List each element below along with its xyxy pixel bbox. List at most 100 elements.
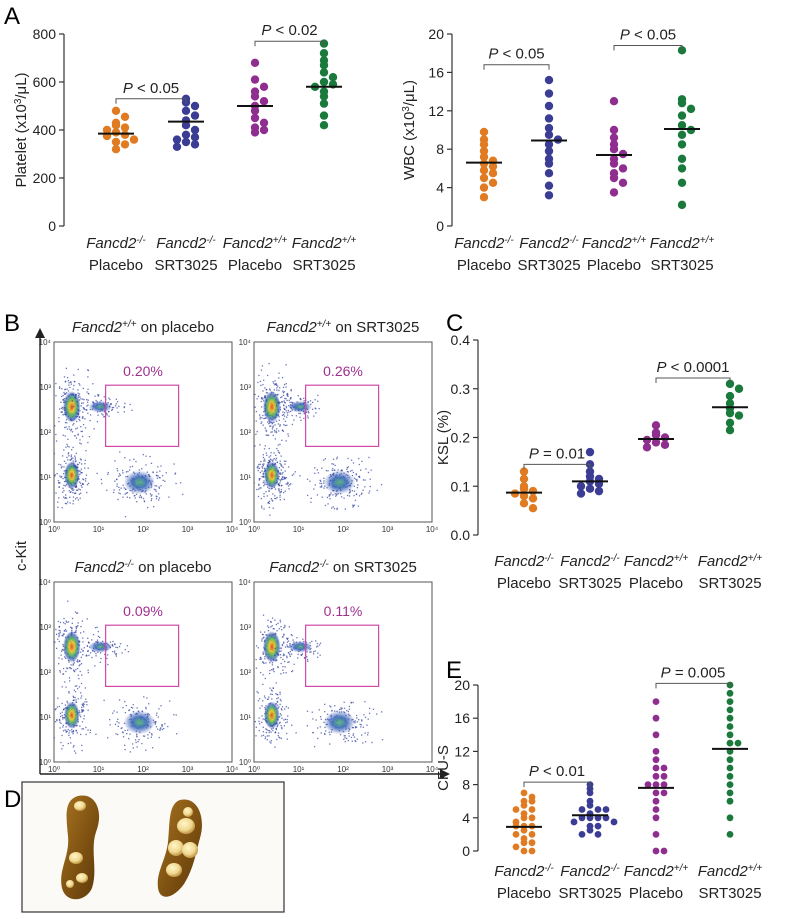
flow-gate-percent: 0.11% — [324, 603, 363, 619]
flow-event — [277, 393, 279, 396]
flow-event — [261, 465, 263, 468]
flow-event — [124, 457, 126, 459]
flow-event — [78, 383, 80, 385]
flow-event — [97, 414, 99, 416]
flow-event — [312, 653, 315, 655]
flow-event — [268, 735, 270, 737]
data-point — [190, 101, 200, 111]
flow-event — [73, 405, 75, 408]
flow-event — [84, 701, 86, 703]
flow-event — [265, 452, 267, 454]
flow-event — [116, 467, 118, 470]
flow-event — [287, 433, 289, 435]
flow-event — [63, 617, 65, 620]
p-value-letter: P — [123, 80, 133, 97]
flow-event — [269, 422, 271, 424]
flow-event — [283, 627, 285, 629]
flow-event — [62, 635, 64, 637]
flow-event — [268, 456, 270, 458]
flow-event — [107, 737, 109, 739]
flow-event — [155, 485, 158, 487]
flow-event — [97, 635, 100, 638]
flow-event — [262, 424, 264, 426]
flow-event — [271, 617, 274, 619]
flow-event — [79, 497, 81, 499]
flow-event — [355, 726, 358, 728]
flow-event — [75, 428, 77, 430]
flow-event — [348, 708, 351, 710]
flow-event — [316, 646, 318, 648]
data-point — [520, 839, 528, 847]
flow-event — [274, 495, 276, 497]
flow-event — [91, 639, 93, 641]
p-value-text: < 0.05 — [133, 80, 179, 97]
flow-event — [344, 737, 346, 739]
flow-event — [279, 691, 281, 694]
flow-event — [287, 395, 289, 397]
flow-event — [262, 475, 265, 477]
flow-event — [99, 661, 101, 663]
flow-event — [161, 725, 163, 727]
flow-density-blob — [88, 400, 113, 413]
flow-event — [132, 747, 134, 749]
flow-event — [118, 492, 120, 494]
flow-event — [280, 737, 283, 740]
flow-event — [68, 761, 70, 762]
data-point — [190, 140, 200, 149]
flow-event — [255, 420, 257, 422]
flow-event — [76, 685, 78, 687]
flow-event — [164, 723, 166, 725]
flow-event — [276, 725, 278, 728]
flow-event — [340, 496, 343, 498]
flow-event — [114, 652, 116, 654]
flow-event — [266, 735, 269, 737]
flow-event — [54, 481, 55, 483]
flow-event — [72, 695, 74, 697]
flow-event — [267, 698, 269, 700]
flow-event — [301, 653, 304, 655]
group-genotype-sup: +/+ — [748, 863, 763, 874]
flow-event — [75, 628, 77, 630]
y-tick-label: 8 — [462, 777, 470, 793]
flow-event — [148, 731, 151, 734]
flow-event — [264, 697, 266, 699]
flow-event — [154, 489, 157, 491]
flow-event — [106, 412, 108, 415]
flow-event — [52, 634, 53, 635]
flow-event — [278, 484, 280, 486]
flow-event — [69, 428, 71, 430]
flow-event — [262, 633, 264, 636]
flow-event — [293, 663, 295, 665]
flow-event — [263, 695, 266, 697]
flow-event — [71, 629, 73, 632]
flow-event — [315, 719, 317, 721]
flow-event — [299, 416, 301, 418]
flow-event — [156, 495, 158, 498]
flow-event — [283, 383, 286, 386]
flow-event — [320, 480, 322, 482]
flow-event — [343, 735, 345, 737]
flow-event — [82, 478, 84, 480]
data-point — [319, 49, 329, 58]
group-genotype-label: Fancd2+/+ — [223, 235, 288, 253]
flow-event — [95, 652, 97, 655]
flow-event — [142, 735, 145, 737]
flow-event — [273, 389, 275, 391]
flow-event — [75, 486, 77, 488]
flow-event — [54, 708, 57, 711]
flow-event — [303, 413, 305, 415]
flow-event — [59, 721, 61, 723]
flow-event — [97, 395, 99, 397]
flow-event — [334, 705, 336, 707]
flow-event — [251, 723, 252, 724]
flow-event — [264, 445, 266, 447]
group-genotype-sup: -/- — [610, 863, 620, 874]
flow-event — [78, 462, 81, 464]
flow-event — [362, 479, 365, 481]
data-point — [677, 111, 687, 120]
data-point — [111, 106, 121, 116]
flow-event — [278, 402, 280, 405]
group-genotype-label: Fancd2-/- — [86, 235, 146, 253]
flow-density-blob — [63, 701, 80, 730]
flow-density-blob — [288, 400, 313, 413]
